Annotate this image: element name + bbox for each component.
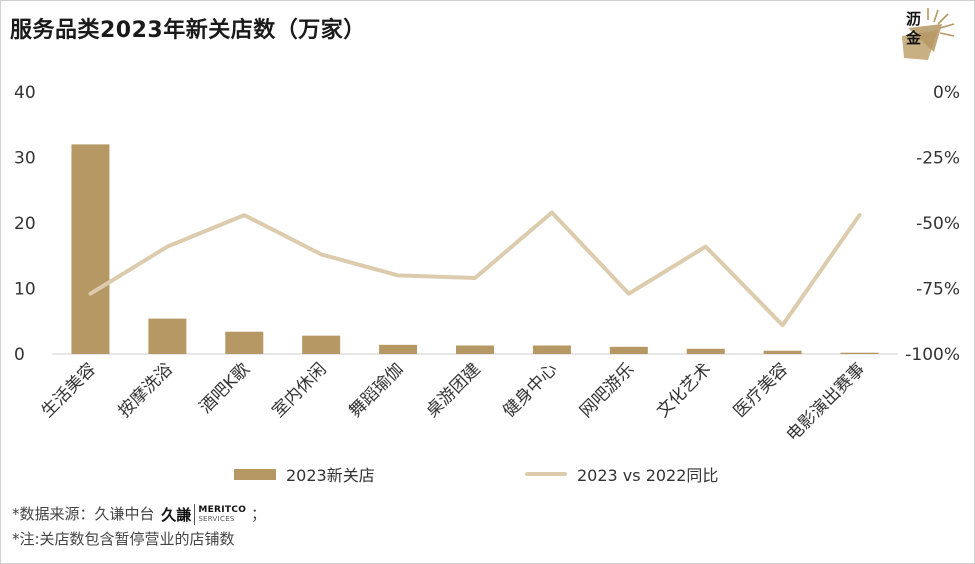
category-label: 生活美容 [38, 359, 100, 421]
logo-char-1: 沥 [906, 10, 922, 28]
bar-2 [148, 318, 187, 354]
right-axis-tick-label: -50% [916, 214, 960, 234]
left-axis-tick-label: 30 [14, 149, 36, 169]
right-axis-tick-label: -75% [916, 280, 960, 300]
footnote: *注:关店数包含暂停营业的店铺数 [12, 530, 235, 548]
category-label: 健身中心 [499, 359, 561, 421]
source-note: *数据来源：久谦中台 久謙 MERITCO SERVICES ； [12, 503, 266, 525]
combo-chart: 0 10 20 30 40 -100% -75% -50% -25% 0% 生活美容 按摩洗浴 酒吧K歌… [14, 83, 960, 446]
meritco-logo: 久謙 MERITCO SERVICES [161, 504, 246, 525]
bar-8 [609, 346, 648, 354]
legend-bar-swatch [234, 468, 276, 480]
lijin-logo: 沥 金 [898, 6, 958, 62]
right-axis-tick-label: -25% [916, 149, 960, 169]
yoy-line [88, 210, 862, 328]
legend-line-swatch [525, 472, 567, 476]
bar-10 [763, 350, 802, 354]
right-axis-tick-label: -100% [905, 345, 960, 365]
legend-item-line: 2023 vs 2022同比 [525, 463, 718, 485]
bar-6 [456, 345, 494, 354]
category-label: 按摩洗浴 [115, 359, 177, 421]
left-axis-tick-label: 0 [14, 345, 25, 365]
meritco-logo-cn: 久謙 [161, 504, 196, 525]
category-label: 酒吧K歌 [196, 359, 254, 417]
category-label: 电影演出赛事 [782, 359, 869, 446]
left-axis-tick-label: 10 [14, 280, 36, 300]
category-label: 舞蹈瑜伽 [345, 359, 407, 421]
left-axis-tick-label: 40 [14, 83, 36, 103]
logo-char-2: 金 [906, 29, 922, 47]
bar-11 [840, 352, 879, 354]
chart-title: 服务品类2023年新关店数（万家） [10, 18, 366, 43]
meritco-logo-en1: MERITCO [198, 504, 247, 515]
bar-1 [71, 144, 110, 354]
bar-7 [532, 345, 571, 354]
meritco-logo-en2: SERVICES [198, 514, 235, 523]
category-label: 室内休闲 [268, 359, 330, 421]
source-suffix: ； [250, 505, 266, 523]
logo-burst-icon [902, 8, 955, 60]
category-label: 桌游团建 [422, 359, 484, 421]
bar-9 [686, 348, 725, 354]
bar-3 [225, 331, 264, 354]
category-label: 医疗美容 [730, 359, 792, 421]
category-label: 网吧游乐 [576, 359, 638, 421]
left-axis-tick-label: 20 [14, 214, 36, 234]
bar-5 [379, 344, 418, 354]
legend-label-bar: 2023新关店 [286, 466, 375, 485]
legend-item-bar: 2023新关店 [234, 463, 375, 485]
right-axis-tick-label: 0% [933, 83, 960, 103]
source-prefix: *数据来源：久谦中台 [12, 505, 155, 523]
category-label: 文化艺术 [653, 359, 715, 421]
legend-label-line: 2023 vs 2022同比 [577, 466, 719, 485]
bar-4 [302, 335, 341, 354]
